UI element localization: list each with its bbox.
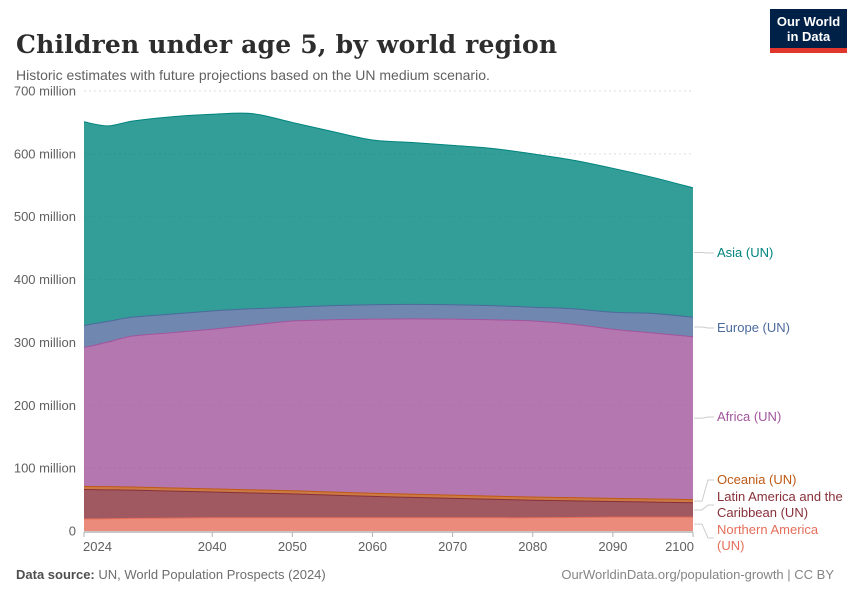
area-line-northern_america bbox=[83, 516, 693, 520]
legend-label-asia[interactable]: Asia (UN) bbox=[717, 245, 774, 260]
legend-label-europe[interactable]: Europe (UN) bbox=[717, 320, 790, 335]
x-tick-label-2080: 2080 bbox=[518, 539, 547, 554]
data-source-text: UN, World Population Prospects (2024) bbox=[94, 567, 326, 582]
x-tick-label-2060: 2060 bbox=[358, 539, 387, 554]
y-tick-label-600: 600 million bbox=[14, 146, 76, 161]
credit-link[interactable]: OurWorldinData.org/population-growth | C… bbox=[561, 567, 834, 582]
area-asia[interactable] bbox=[84, 113, 693, 326]
area-northern_america[interactable] bbox=[84, 517, 693, 531]
y-tick-label-100: 100 million bbox=[14, 461, 76, 476]
owid-logo-line1: Our World bbox=[776, 14, 841, 29]
x-tick-label-2100: 2100 bbox=[665, 539, 694, 554]
legend-label-oceania[interactable]: Oceania (UN) bbox=[717, 472, 797, 487]
legend-label-africa[interactable]: Africa (UN) bbox=[717, 409, 782, 424]
x-tick-label-2090: 2090 bbox=[598, 539, 627, 554]
data-source-label: Data source: bbox=[16, 567, 95, 582]
y-tick-label-400: 400 million bbox=[14, 272, 76, 287]
owid-logo-line2: in Data bbox=[786, 29, 831, 44]
legend-connector-europe bbox=[694, 326, 714, 329]
page-title: Children under age 5, by world region bbox=[16, 29, 558, 59]
legend-connector-northern_america bbox=[694, 523, 714, 539]
y-tick-label-200: 200 million bbox=[14, 398, 76, 413]
y-tick-label-0: 0 bbox=[69, 524, 76, 539]
area-latin_america[interactable] bbox=[84, 489, 693, 520]
legend-label-northern_america[interactable]: Northern America (UN) bbox=[717, 522, 819, 553]
chart-subtitle: Historic estimates with future projectio… bbox=[16, 67, 490, 83]
area-line-oceania bbox=[83, 485, 694, 501]
legend-connector-africa bbox=[694, 416, 714, 419]
legend-label-latin_america[interactable]: Latin America and the Caribbean (UN) bbox=[717, 489, 843, 520]
area-line-asia bbox=[83, 112, 694, 189]
x-tick-label-2070: 2070 bbox=[438, 539, 467, 554]
owid-logo[interactable]: Our World in Data bbox=[770, 9, 847, 53]
x-tick-label-2040: 2040 bbox=[198, 539, 227, 554]
legend-connector-oceania bbox=[694, 479, 714, 502]
area-line-africa bbox=[83, 318, 694, 348]
area-oceania[interactable] bbox=[84, 486, 693, 503]
y-tick-label-700: 700 million bbox=[14, 84, 76, 99]
area-africa[interactable] bbox=[84, 318, 693, 500]
x-tick-label-2024: 2024 bbox=[83, 539, 112, 554]
y-tick-label-300: 300 million bbox=[14, 335, 76, 350]
area-line-latin_america bbox=[83, 489, 694, 504]
data-source: Data source: UN, World Population Prospe… bbox=[16, 567, 326, 582]
area-europe[interactable] bbox=[84, 304, 693, 348]
x-tick-label-2050: 2050 bbox=[278, 539, 307, 554]
legend-connector-latin_america bbox=[694, 504, 714, 511]
y-tick-label-500: 500 million bbox=[14, 209, 76, 224]
area-line-europe bbox=[83, 303, 694, 326]
